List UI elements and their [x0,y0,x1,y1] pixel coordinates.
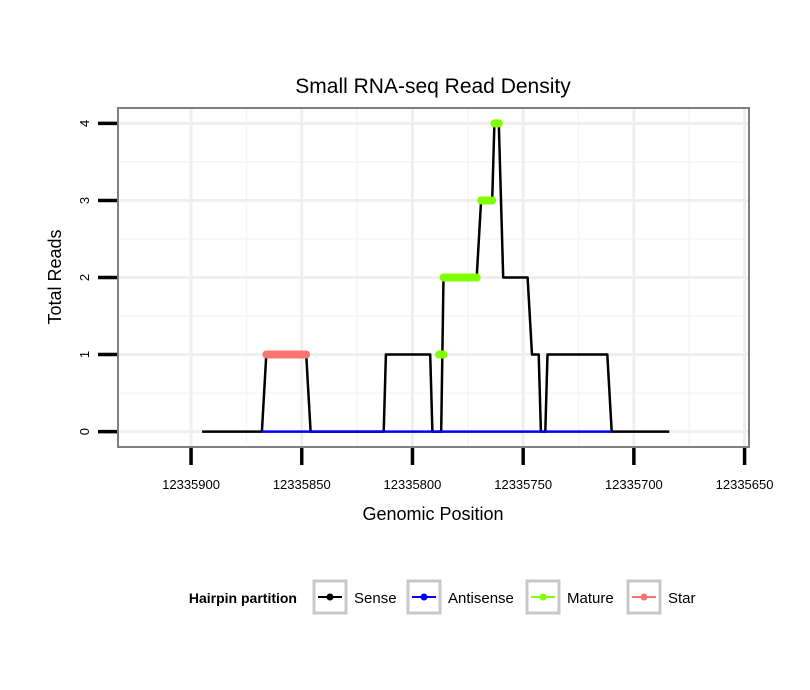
y-axis: 0 1 2 3 4 [77,120,117,435]
x-tick-label: 12335750 [494,477,552,492]
y-tick-label: 1 [77,351,92,358]
x-tick-label: 12335800 [384,477,442,492]
legend-item-antisense: Antisense [406,579,514,615]
series-mature [435,119,503,359]
legend-item-sense: Sense [312,579,397,615]
legend-key-dot [539,593,547,601]
plot-border [117,107,750,448]
y-tick-label: 0 [77,428,92,435]
y-axis-label: Total Reads [45,229,65,324]
legend-title: Hairpin partition [189,590,297,606]
legend-key-dot [326,593,334,601]
y-tick-label: 3 [77,197,92,204]
legend-label: Mature [567,590,614,607]
x-tick-label: 12335900 [162,477,220,492]
legend-key-dot [420,593,428,601]
legend-label: Antisense [448,590,514,607]
legend-item-mature: Mature [525,579,614,615]
x-axis: 12335900 12335850 12335800 12335750 12335700… [162,448,773,492]
y-tick-label: 2 [77,274,92,281]
legend: Hairpin partition Sense Antisense Mature St… [189,579,696,615]
x-tick-label: 12335850 [273,477,331,492]
x-tick-label: 12335700 [605,477,663,492]
legend-label: Sense [354,590,397,607]
legend-item-star: Star [626,579,696,615]
x-tick-label: 12335650 [716,477,774,492]
x-axis-label: Genomic Position [362,504,503,524]
legend-label: Star [668,590,696,607]
y-tick-label: 4 [77,120,92,127]
chart-title: Small RNA-seq Read Density [295,75,571,98]
grid [118,108,749,447]
legend-key-dot [640,593,648,601]
series-layer [202,119,670,433]
